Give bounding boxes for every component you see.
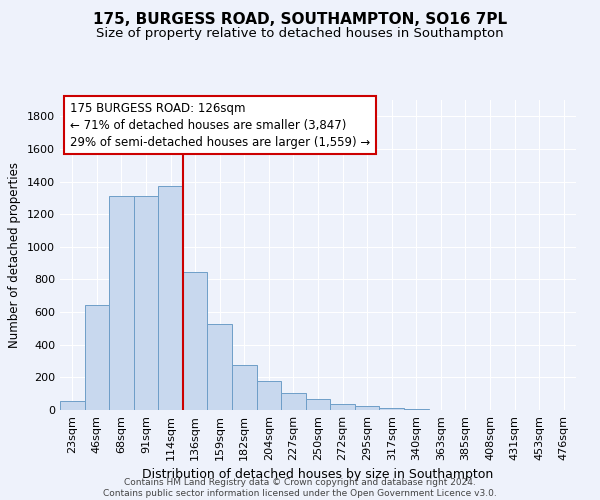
Bar (257, 380, 281, 410)
Bar (355, 406, 379, 410)
Bar (109, 196, 134, 410)
Bar (306, 398, 330, 410)
Text: Contains HM Land Registry data © Crown copyright and database right 2024.
Contai: Contains HM Land Registry data © Crown c… (103, 478, 497, 498)
Text: 175 BURGESS ROAD: 126sqm
← 71% of detached houses are smaller (3,847)
29% of sem: 175 BURGESS ROAD: 126sqm ← 71% of detach… (70, 102, 371, 148)
Bar (158, 186, 183, 410)
Bar (379, 408, 404, 410)
Bar (281, 393, 306, 410)
X-axis label: Distribution of detached houses by size in Southampton: Distribution of detached houses by size … (142, 468, 494, 481)
Bar (85, 305, 109, 410)
Bar (404, 409, 428, 410)
Bar (183, 272, 208, 410)
Bar (60, 401, 85, 410)
Text: Size of property relative to detached houses in Southampton: Size of property relative to detached ho… (96, 28, 504, 40)
Bar (134, 196, 158, 410)
Bar (330, 404, 355, 410)
Y-axis label: Number of detached properties: Number of detached properties (8, 162, 22, 348)
Bar (232, 365, 257, 410)
Text: 175, BURGESS ROAD, SOUTHAMPTON, SO16 7PL: 175, BURGESS ROAD, SOUTHAMPTON, SO16 7PL (93, 12, 507, 28)
Bar (208, 324, 232, 410)
